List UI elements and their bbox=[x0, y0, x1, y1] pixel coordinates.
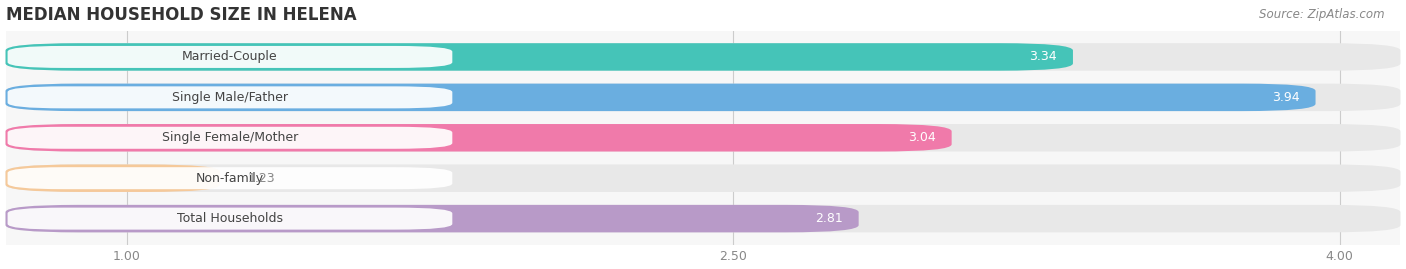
Text: Non-family: Non-family bbox=[195, 172, 264, 185]
Text: Total Households: Total Households bbox=[177, 212, 283, 225]
Text: 3.34: 3.34 bbox=[1029, 51, 1057, 63]
FancyBboxPatch shape bbox=[7, 167, 453, 189]
Text: Single Female/Mother: Single Female/Mother bbox=[162, 131, 298, 144]
FancyBboxPatch shape bbox=[6, 205, 859, 232]
FancyBboxPatch shape bbox=[7, 127, 453, 149]
FancyBboxPatch shape bbox=[6, 84, 1316, 111]
Text: 3.04: 3.04 bbox=[908, 131, 935, 144]
FancyBboxPatch shape bbox=[6, 43, 1400, 71]
FancyBboxPatch shape bbox=[6, 164, 1400, 192]
FancyBboxPatch shape bbox=[6, 84, 1400, 111]
Text: Single Male/Father: Single Male/Father bbox=[172, 91, 288, 104]
FancyBboxPatch shape bbox=[7, 46, 453, 68]
Text: MEDIAN HOUSEHOLD SIZE IN HELENA: MEDIAN HOUSEHOLD SIZE IN HELENA bbox=[6, 6, 356, 24]
Text: Source: ZipAtlas.com: Source: ZipAtlas.com bbox=[1260, 8, 1385, 21]
FancyBboxPatch shape bbox=[6, 124, 1400, 151]
Text: 3.94: 3.94 bbox=[1272, 91, 1299, 104]
FancyBboxPatch shape bbox=[7, 208, 453, 230]
Text: 2.81: 2.81 bbox=[814, 212, 842, 225]
FancyBboxPatch shape bbox=[6, 124, 952, 151]
FancyBboxPatch shape bbox=[6, 43, 1073, 71]
Text: 1.23: 1.23 bbox=[247, 172, 276, 185]
FancyBboxPatch shape bbox=[6, 205, 1400, 232]
Text: Married-Couple: Married-Couple bbox=[183, 51, 278, 63]
FancyBboxPatch shape bbox=[6, 164, 219, 192]
FancyBboxPatch shape bbox=[7, 86, 453, 108]
